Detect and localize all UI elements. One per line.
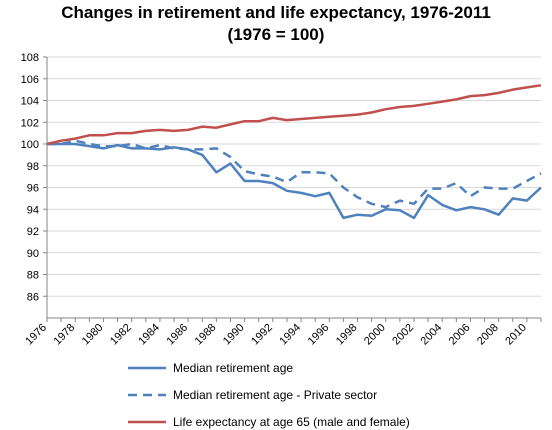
x-tick-label: 2002 xyxy=(390,322,416,348)
y-tick-label: 108 xyxy=(21,52,39,64)
chart-subtitle: (1976 = 100) xyxy=(227,25,325,44)
series-line-1 xyxy=(47,142,542,220)
y-tick-label: 104 xyxy=(21,96,39,108)
y-tick-label: 88 xyxy=(27,270,39,282)
series-line-2 xyxy=(47,139,542,209)
y-tick-label: 86 xyxy=(27,291,39,303)
x-tick-label: 1996 xyxy=(306,322,332,348)
x-tick-label: 1992 xyxy=(249,322,275,348)
x-tick-label: 1988 xyxy=(193,322,219,348)
y-tick-label: 102 xyxy=(21,117,39,129)
x-tick-label: 1990 xyxy=(221,322,247,348)
y-tick-label: 90 xyxy=(27,248,39,260)
y-axis-tick-labels: 86 88 90 92 94 96 98 100 102 104 106 108 xyxy=(21,52,39,303)
y-tick-label: 94 xyxy=(27,204,39,216)
y-tick-label: 96 xyxy=(27,183,39,195)
x-tick-label: 1994 xyxy=(277,322,303,348)
x-tick-label: 2004 xyxy=(419,322,445,348)
y-tick-label: 98 xyxy=(27,161,39,173)
x-tick-label: 2006 xyxy=(447,322,473,348)
x-tick-label: 1976 xyxy=(23,322,49,348)
y-tick-label: 92 xyxy=(27,226,39,238)
legend-label-2: Median retirement age - Private sector xyxy=(173,388,377,402)
legend-label-3: Life expectancy at age 65 (male and fema… xyxy=(173,415,410,429)
x-tick-label: 1978 xyxy=(52,322,78,348)
x-tick-label: 1984 xyxy=(136,322,162,348)
x-tick-label: 1980 xyxy=(80,322,106,348)
series-lines xyxy=(46,84,542,220)
chart-title: Changes in retirement and life expectanc… xyxy=(61,3,491,22)
gridlines xyxy=(47,56,541,297)
series-line-3 xyxy=(46,84,542,146)
x-tick-label: 1986 xyxy=(164,322,190,348)
x-tick-label: 2008 xyxy=(475,322,501,348)
y-tick-label: 100 xyxy=(21,139,39,151)
axes xyxy=(43,56,542,322)
x-tick-label: 2000 xyxy=(362,322,388,348)
x-axis-tick-labels: 1976 1978 1980 1982 1984 1986 1988 1990 1992 1994… xyxy=(23,322,529,348)
y-tick-label: 106 xyxy=(21,74,39,86)
x-tick-label: 1982 xyxy=(108,322,134,348)
legend: Median retirement age Median retirement a… xyxy=(128,361,410,429)
legend-label-1: Median retirement age xyxy=(173,361,293,375)
x-tick-label: 1998 xyxy=(334,322,360,348)
x-tick-label: 2010 xyxy=(503,322,529,348)
